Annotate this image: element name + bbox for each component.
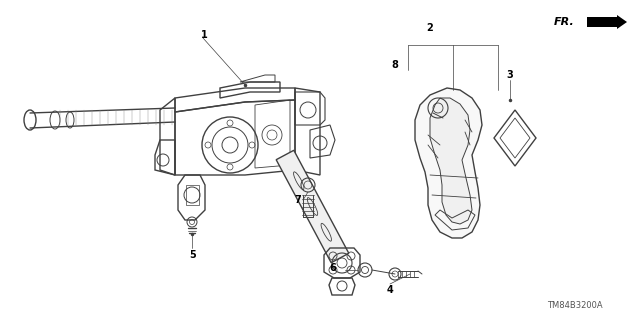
Text: 8: 8 bbox=[392, 60, 399, 70]
Text: FR.: FR. bbox=[554, 17, 575, 27]
Text: 1: 1 bbox=[200, 30, 207, 40]
Text: 7: 7 bbox=[294, 195, 301, 205]
Text: 2: 2 bbox=[427, 23, 433, 33]
Text: 3: 3 bbox=[507, 70, 513, 80]
Text: TM84B3200A: TM84B3200A bbox=[547, 300, 603, 309]
Text: 5: 5 bbox=[189, 250, 196, 260]
FancyArrow shape bbox=[587, 15, 627, 29]
Polygon shape bbox=[276, 150, 349, 263]
Polygon shape bbox=[415, 88, 482, 238]
Text: 6: 6 bbox=[330, 263, 337, 273]
Text: 4: 4 bbox=[387, 285, 394, 295]
Polygon shape bbox=[430, 98, 472, 224]
